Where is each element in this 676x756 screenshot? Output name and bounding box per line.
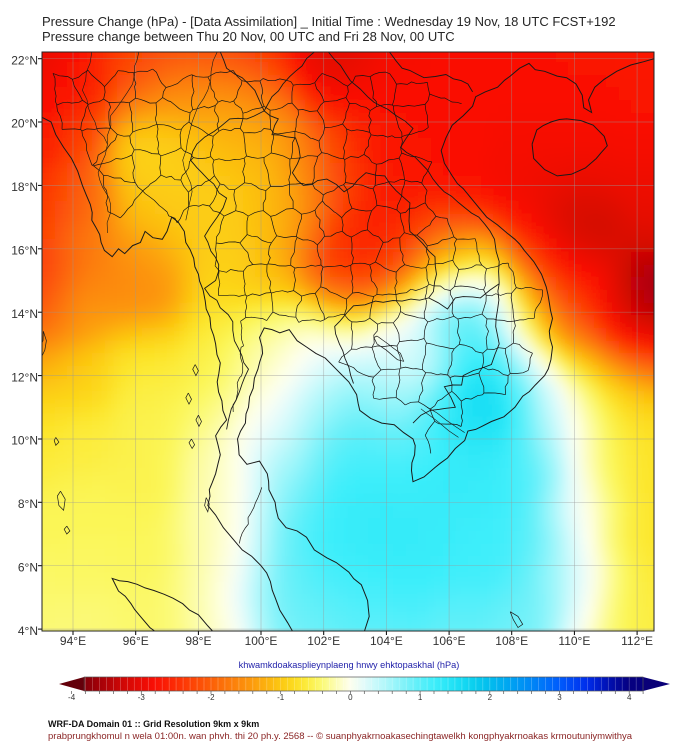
svg-text:16°N: 16°N	[11, 243, 38, 257]
svg-text:20°N: 20°N	[11, 117, 38, 131]
svg-text:14°N: 14°N	[11, 307, 38, 321]
svg-text:94°E: 94°E	[60, 634, 86, 648]
svg-text:-1: -1	[277, 693, 285, 702]
svg-text:18°N: 18°N	[11, 180, 38, 194]
svg-text:-4: -4	[68, 693, 76, 702]
svg-text:110°E: 110°E	[558, 634, 590, 648]
svg-text:6°N: 6°N	[18, 560, 38, 574]
svg-text:1: 1	[418, 693, 423, 702]
svg-text:102°E: 102°E	[307, 634, 340, 648]
svg-text:3: 3	[557, 693, 562, 702]
svg-text:4: 4	[627, 693, 632, 702]
svg-text:96°E: 96°E	[123, 634, 149, 648]
svg-text:0: 0	[348, 693, 353, 702]
svg-text:-3: -3	[138, 693, 146, 702]
svg-text:2: 2	[488, 693, 493, 702]
svg-text:106°E: 106°E	[433, 634, 466, 648]
svg-text:112°E: 112°E	[621, 634, 653, 648]
svg-text:12°N: 12°N	[11, 370, 38, 384]
svg-text:4°N: 4°N	[18, 624, 38, 638]
svg-text:108°E: 108°E	[495, 634, 528, 648]
svg-text:98°E: 98°E	[185, 634, 211, 648]
svg-text:-2: -2	[207, 693, 215, 702]
svg-text:100°E: 100°E	[245, 634, 278, 648]
svg-text:22°N: 22°N	[11, 53, 38, 67]
svg-text:104°E: 104°E	[370, 634, 403, 648]
svg-text:8°N: 8°N	[18, 497, 38, 511]
svg-text:10°N: 10°N	[11, 434, 38, 448]
